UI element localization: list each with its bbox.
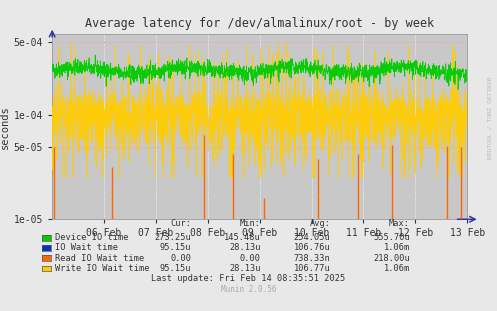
Text: RRDTOOL / TOBI OETIKER: RRDTOOL / TOBI OETIKER — [487, 77, 492, 160]
Text: 106.76u: 106.76u — [294, 244, 331, 252]
Text: 273.25u: 273.25u — [155, 234, 191, 242]
Text: 1.06m: 1.06m — [384, 264, 410, 273]
Text: 28.13u: 28.13u — [230, 264, 261, 273]
Text: 95.15u: 95.15u — [160, 244, 191, 252]
Text: Cur:: Cur: — [170, 219, 191, 228]
Text: 1.06m: 1.06m — [384, 244, 410, 252]
Text: Min:: Min: — [240, 219, 261, 228]
Text: Avg:: Avg: — [310, 219, 331, 228]
Text: 95.15u: 95.15u — [160, 264, 191, 273]
Text: Device IO time: Device IO time — [55, 234, 128, 242]
Text: 106.77u: 106.77u — [294, 264, 331, 273]
Text: 0.00: 0.00 — [240, 254, 261, 262]
Text: 555.70u: 555.70u — [373, 234, 410, 242]
Text: IO Wait time: IO Wait time — [55, 244, 118, 252]
Title: Average latency for /dev/almalinux/root - by week: Average latency for /dev/almalinux/root … — [85, 17, 434, 30]
Text: Munin 2.0.56: Munin 2.0.56 — [221, 285, 276, 294]
Text: 738.33n: 738.33n — [294, 254, 331, 262]
Text: 28.13u: 28.13u — [230, 244, 261, 252]
Y-axis label: seconds: seconds — [0, 105, 9, 149]
Text: Write IO Wait time: Write IO Wait time — [55, 264, 149, 273]
Text: 0.00: 0.00 — [170, 254, 191, 262]
Text: Max:: Max: — [389, 219, 410, 228]
Text: 218.00u: 218.00u — [373, 254, 410, 262]
Text: Last update: Fri Feb 14 08:35:51 2025: Last update: Fri Feb 14 08:35:51 2025 — [152, 273, 345, 282]
Text: Read IO Wait time: Read IO Wait time — [55, 254, 144, 262]
Text: 254.05u: 254.05u — [294, 234, 331, 242]
Text: 145.48u: 145.48u — [224, 234, 261, 242]
